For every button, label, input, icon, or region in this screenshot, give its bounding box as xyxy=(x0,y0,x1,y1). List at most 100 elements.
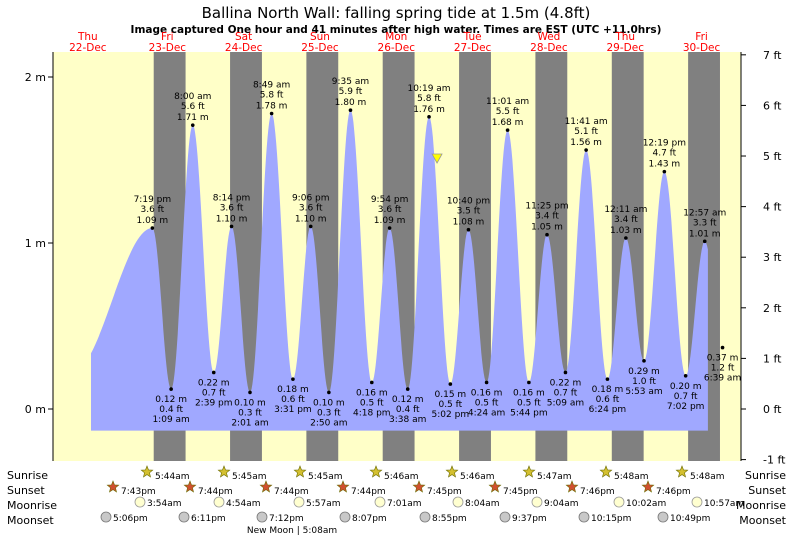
sunrise-time: 5:46am xyxy=(460,472,495,482)
moonset-time: 10:15pm xyxy=(591,514,631,524)
tide-meters: 1.56 m xyxy=(570,138,602,148)
tide-feet: 3.5 ft xyxy=(457,207,481,217)
day-name: Thu xyxy=(614,31,635,43)
tide-meters: 1.09 m xyxy=(137,216,169,226)
tide-feet: 0.4 ft xyxy=(159,405,183,415)
day-name: Tue xyxy=(463,31,482,43)
tide-time: 9:35 am xyxy=(332,77,369,87)
tide-meters: 0.16 m xyxy=(356,388,388,398)
moonrise-icon xyxy=(531,496,543,508)
tide-feet: 0.5 ft xyxy=(438,400,462,410)
tide-feet: 0.5 ft xyxy=(517,398,541,408)
tide-time: 8:14 pm xyxy=(213,193,251,203)
right-tick-label: -1 ft xyxy=(763,454,786,467)
sunset-icon xyxy=(106,480,120,493)
tide-meters: 0.12 m xyxy=(392,395,424,405)
tide-time: 3:31 pm xyxy=(274,405,312,415)
moonrise-icon xyxy=(134,496,146,508)
moonset-icon xyxy=(657,511,669,523)
tide-time: 5:09 am xyxy=(547,398,584,408)
tide-meters: 0.16 m xyxy=(513,388,545,398)
tide-point xyxy=(545,232,549,237)
tide-time: 8:00 am xyxy=(174,92,211,102)
moonrise-icon xyxy=(613,496,625,508)
row-label-left: Moonset xyxy=(7,514,54,527)
row-label-right: Moonrise xyxy=(736,499,786,512)
tide-time: 2:01 am xyxy=(231,418,268,428)
sunset-time: 7:45pm xyxy=(427,487,462,497)
tide-time: 11:01 am xyxy=(486,97,529,107)
tide-feet: 5.8 ft xyxy=(260,91,284,101)
day-date: 28-Dec xyxy=(530,42,568,54)
moonset-icon xyxy=(100,511,112,523)
sunrise-icon xyxy=(445,465,459,478)
sunset-time: 7:43pm xyxy=(121,487,156,497)
day-name: Sun xyxy=(310,31,330,43)
day-name: Thu xyxy=(77,31,98,43)
tide-time: 4:18 pm xyxy=(353,408,391,418)
tide-feet: 3.6 ft xyxy=(141,205,165,215)
tide-time: 9:54 pm xyxy=(371,195,409,205)
tide-point xyxy=(387,226,392,230)
right-tick-label: 1 ft xyxy=(763,352,782,365)
tide-feet: 0.7 ft xyxy=(674,392,698,402)
tide-meters: 0.18 m xyxy=(277,385,309,395)
tide-point xyxy=(369,380,374,385)
tide-time: 3:38 am xyxy=(389,415,426,425)
sun-moon-table: Sunrise Sunrise Sunset Sunset Moonrise Moonri… xyxy=(7,465,787,536)
sunset-time: 7:44pm xyxy=(351,487,386,497)
moonrise-time: 8:04am xyxy=(465,499,500,509)
tide-point xyxy=(662,169,667,174)
tide-point xyxy=(605,377,610,381)
moonset-icon xyxy=(256,511,268,523)
tide-meters: 1.10 m xyxy=(295,214,327,224)
moonset-time: 7:12pm xyxy=(269,514,304,524)
sunset-time: 7:46pm xyxy=(580,487,615,497)
sunset-icon xyxy=(336,480,350,493)
sunrise-time: 5:46am xyxy=(384,472,419,482)
tide-meters: 1.03 m xyxy=(610,226,642,236)
day-name: Fri xyxy=(695,31,708,43)
tide-meters: 0.22 m xyxy=(198,378,230,388)
tide-point xyxy=(405,387,410,391)
tide-feet: 5.9 ft xyxy=(339,87,363,97)
tide-meters: 1.80 m xyxy=(335,98,367,108)
sunrise-icon xyxy=(369,465,383,478)
right-tick-label: 4 ft xyxy=(763,201,782,214)
tide-time: 2:39 pm xyxy=(195,398,233,408)
moonrise-time: 10:57am xyxy=(704,499,744,509)
moonset-icon xyxy=(578,511,590,523)
tide-feet: 0.5 ft xyxy=(475,398,499,408)
tide-meters: 0.15 m xyxy=(435,390,467,400)
axes: 0 m 1 m 2 m -1 ft 0 ft 1 ft 2 ft 3 ft 4 ft 5 ft 6 … xyxy=(25,49,786,467)
tide-meters: 0.18 m xyxy=(592,385,624,395)
sunset-icon xyxy=(259,480,273,493)
moonrise-icon xyxy=(293,496,305,508)
moonset-time: 8:55pm xyxy=(432,514,467,524)
tide-point xyxy=(484,380,489,385)
sunrise-time: 5:45am xyxy=(232,472,267,482)
tide-feet: 0.7 ft xyxy=(554,388,578,398)
tide-time: 11:41 am xyxy=(565,117,608,127)
tide-meters: 1.71 m xyxy=(177,113,209,123)
tide-point xyxy=(466,227,471,232)
day-name: Sat xyxy=(235,31,252,43)
sunrise-time: 5:45am xyxy=(308,472,343,482)
tide-time: 7:02 pm xyxy=(667,402,705,412)
tide-feet: 5.1 ft xyxy=(574,127,598,137)
tide-curve-layer xyxy=(91,110,708,431)
moonset-time: 8:07pm xyxy=(352,514,387,524)
left-tick-label: 0 m xyxy=(25,403,46,416)
day-date: 25-Dec xyxy=(301,42,339,54)
tide-point xyxy=(291,377,295,381)
tide-points: 7:19 pm3.6 ft1.09 m0.12 m0.4 ft1:09 am8:… xyxy=(134,77,742,428)
moonset-icon xyxy=(419,511,431,523)
moonrise-icon xyxy=(374,496,386,508)
tide-time: 6:39 am xyxy=(704,374,741,384)
moonset-time: 5:06pm xyxy=(113,514,148,524)
tide-feet: 3.6 ft xyxy=(299,203,323,213)
tide-meters: 1.01 m xyxy=(689,229,721,239)
tide-meters: 0.10 m xyxy=(313,398,345,408)
tide-time: 10:40 pm xyxy=(447,197,490,207)
